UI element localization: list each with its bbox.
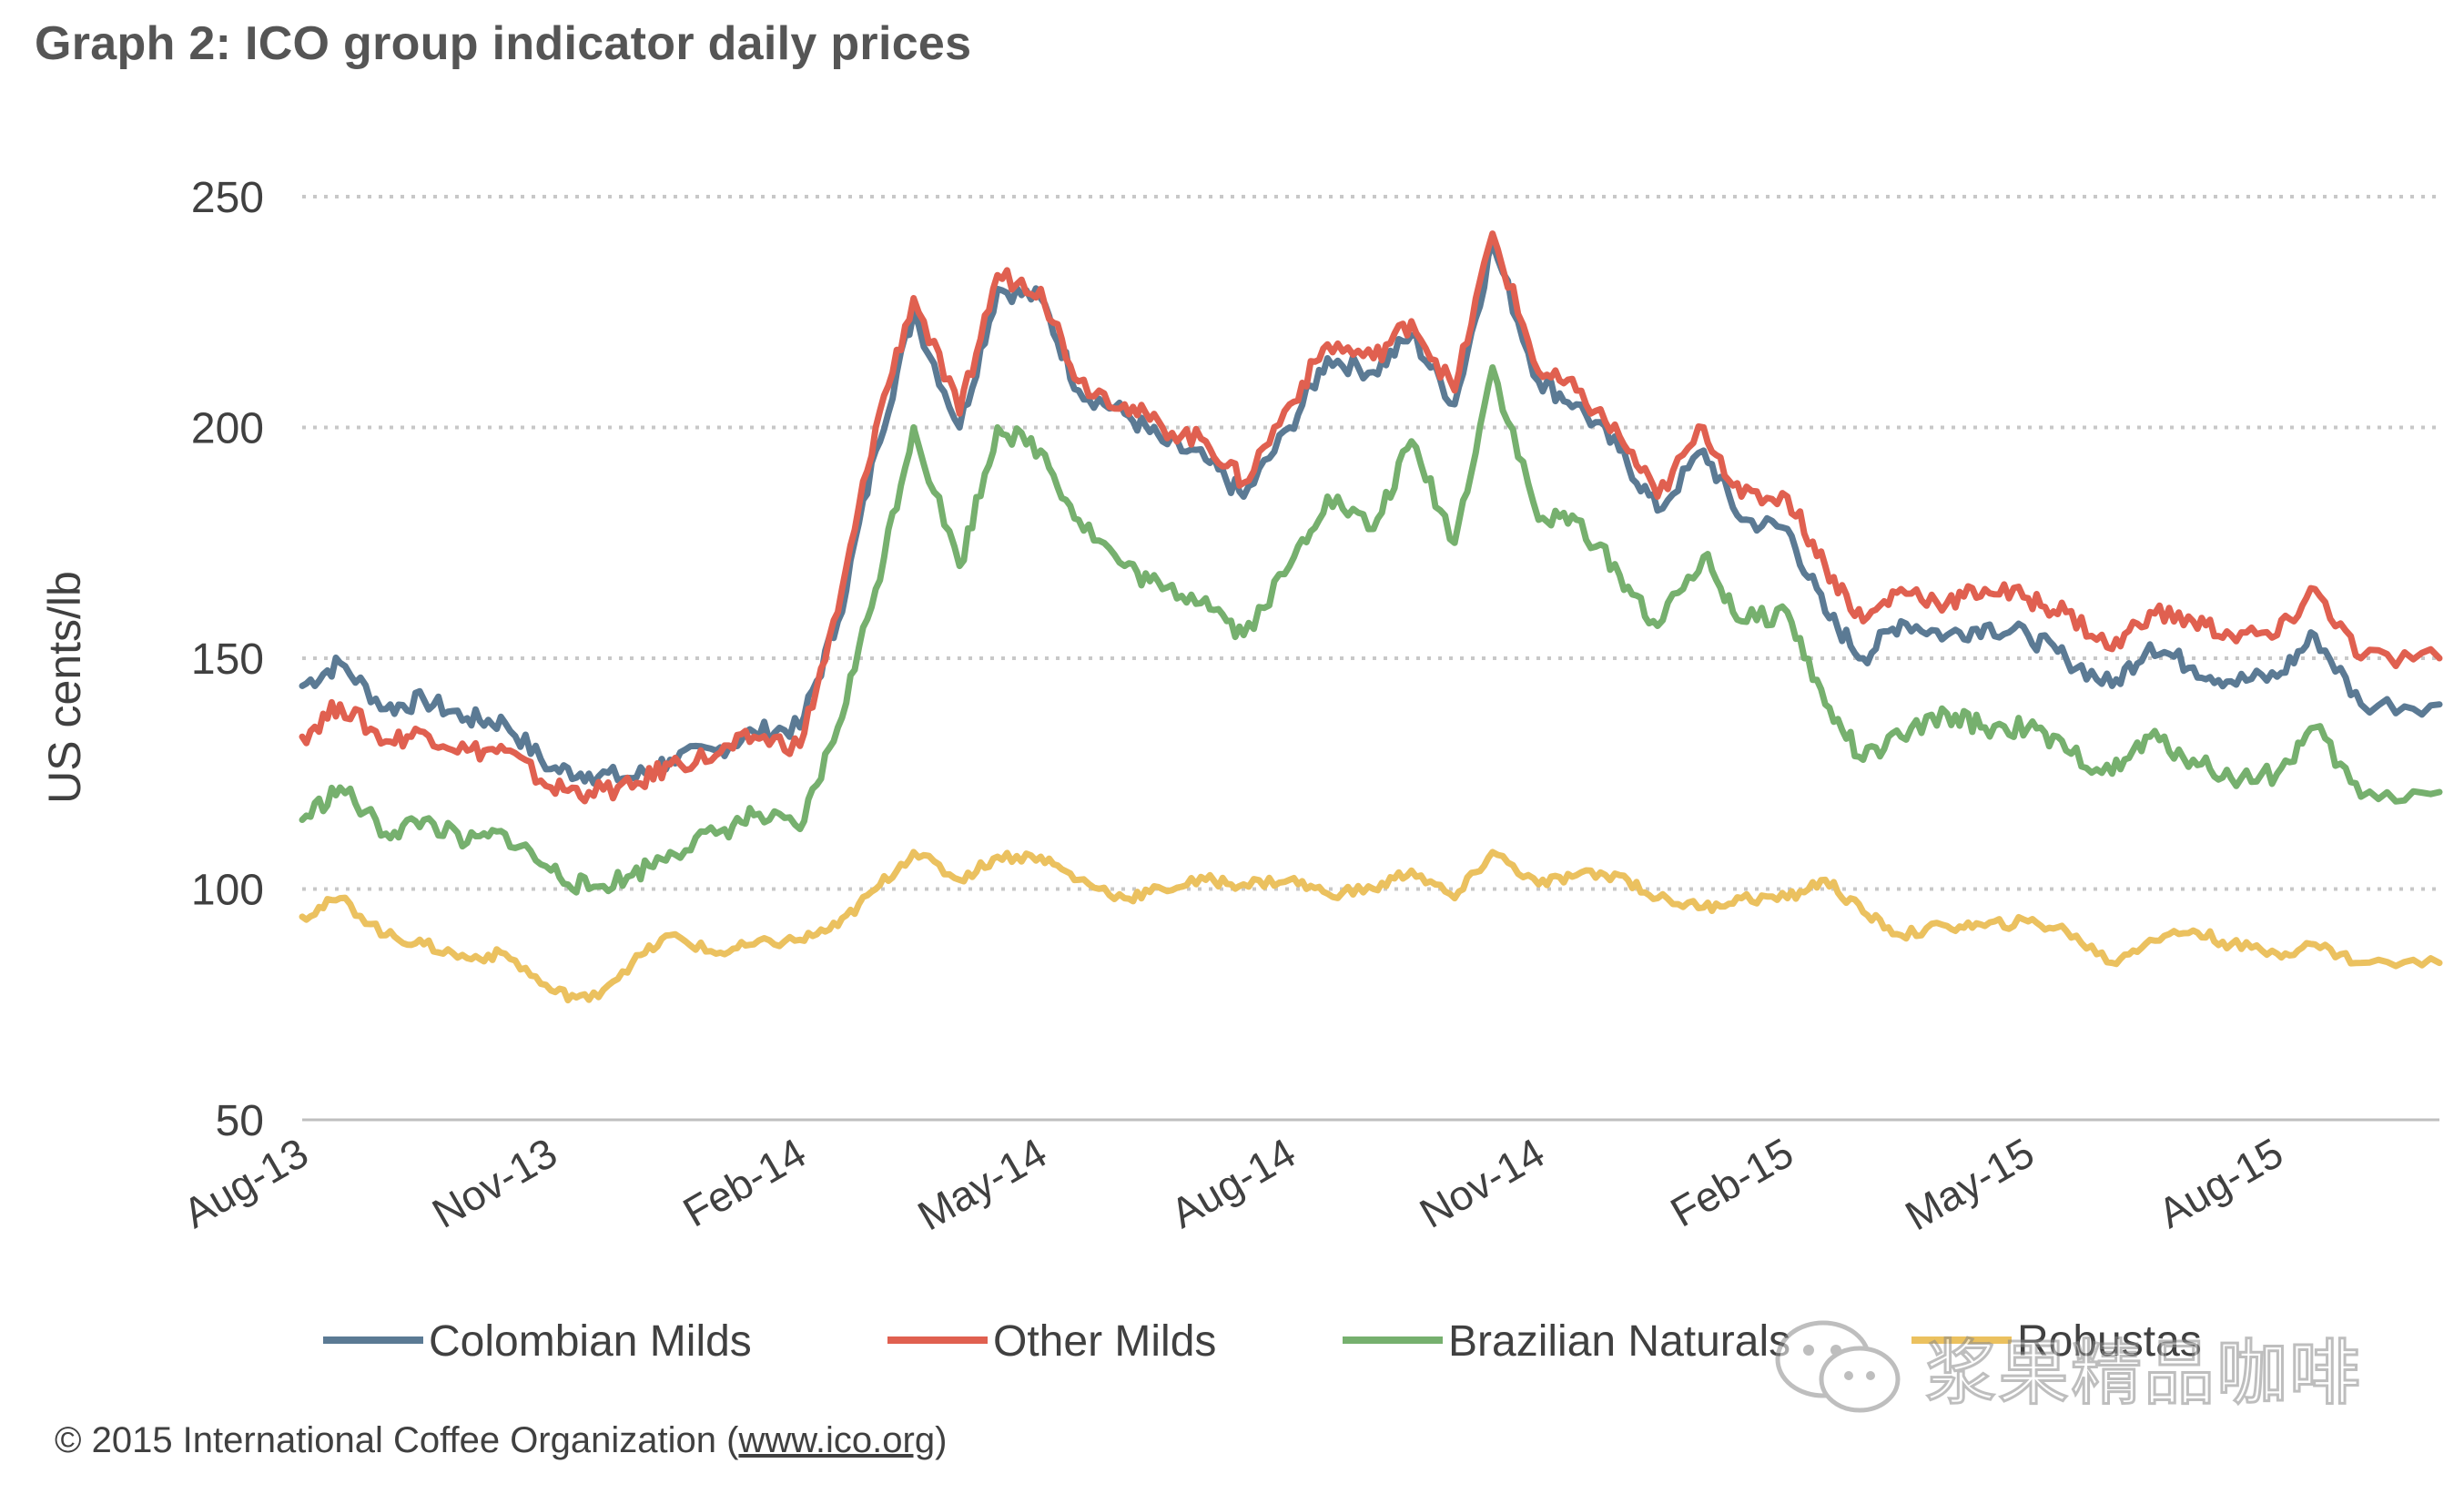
watermark-text: 浆果精品咖啡: [1923, 1332, 2363, 1417]
y-tick-labels: 50 100 150 200 250: [191, 174, 264, 1145]
x-tick-labels: Aug-13 Nov-13 Feb-14 May-14 Aug-14 Nov-14 Feb-…: [176, 1129, 2291, 1240]
x-tick-label-may-14: May-14: [910, 1129, 1055, 1240]
copyright-suffix: ): [935, 1420, 948, 1460]
y-tick-label-50: 50: [216, 1097, 264, 1145]
y-tick-label-100: 100: [191, 867, 264, 915]
copyright-prefix: © 2015 International Coffee Organization…: [55, 1420, 739, 1460]
gridlines: [302, 195, 2439, 1122]
y-tick-label-200: 200: [191, 405, 264, 453]
x-tick-label-aug-14: Aug-14: [1162, 1129, 1303, 1237]
legend-label-brazilian-naturals: Brazilian Naturals: [1448, 1317, 1790, 1366]
x-tick-label-feb-15: Feb-15: [1662, 1129, 1800, 1236]
y-tick-label-250: 250: [191, 174, 264, 222]
legend-label-robustas: Robustas: [2017, 1317, 2202, 1366]
series-lines: [299, 230, 2443, 1004]
x-tick-label-may-15: May-15: [1897, 1129, 2042, 1240]
x-tick-label-aug-15: Aug-15: [2150, 1129, 2290, 1237]
legend-label-other-milds: Other Milds: [993, 1317, 1216, 1366]
legend-label-colombian-milds: Colombian Milds: [429, 1317, 752, 1366]
y-axis-label: US cents/lb: [39, 571, 90, 804]
series-line-colombian-milds: [299, 239, 2443, 787]
wechat-icon: [1775, 1320, 1901, 1413]
series-line-other-milds: [299, 230, 2443, 805]
x-tick-label-feb-14: Feb-14: [675, 1129, 814, 1236]
series-line-robustas: [299, 849, 2443, 1004]
x-tick-label-nov-14: Nov-14: [1412, 1129, 1552, 1237]
x-tick-label-nov-13: Nov-13: [424, 1129, 564, 1237]
ico-website-link[interactable]: www.ico.org: [738, 1420, 936, 1460]
y-tick-label-150: 150: [191, 635, 264, 684]
copyright-notice: © 2015 International Coffee Organization…: [55, 1420, 947, 1461]
chart-title: Graph 2: ICO group indicator daily price…: [35, 17, 972, 70]
series-line-brazilian-naturals: [299, 364, 2443, 896]
legend: Colombian Milds Other Milds Brazilian Natu…: [323, 1317, 2202, 1366]
watermark: 浆果精品咖啡: [1770, 1316, 2362, 1418]
